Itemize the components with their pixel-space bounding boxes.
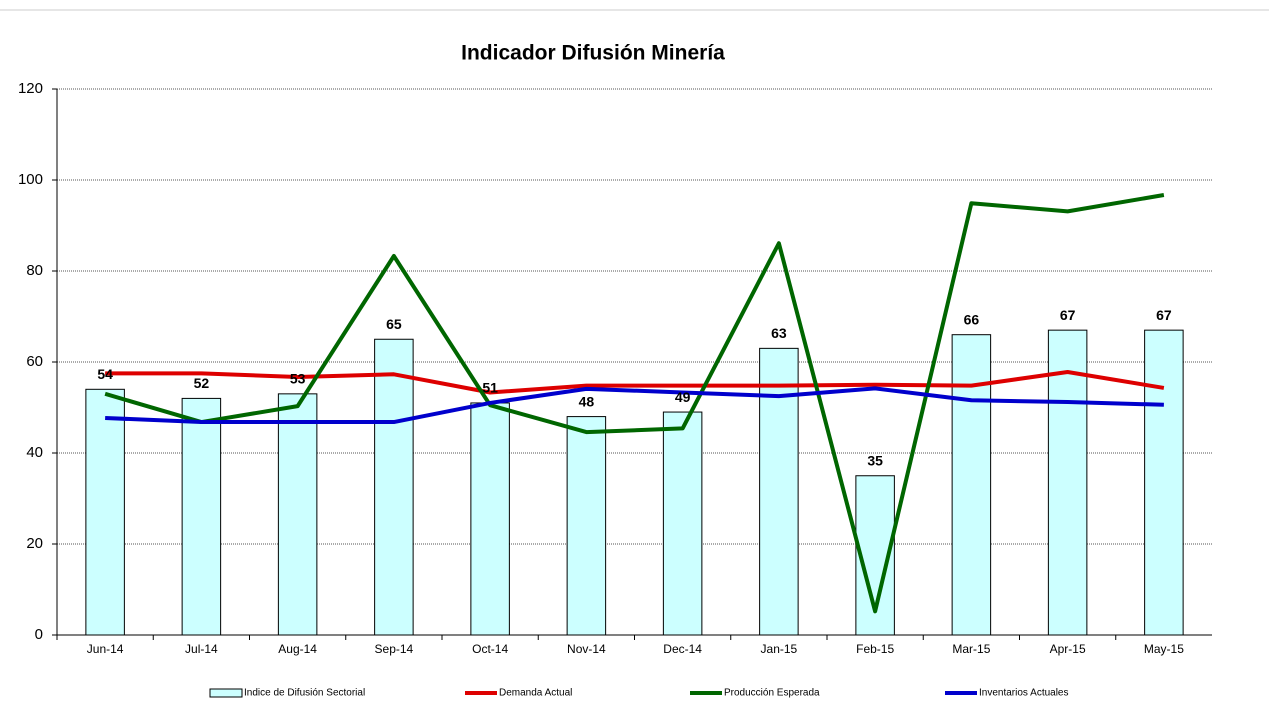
bar (566, 416, 607, 636)
value-label: 65 (386, 316, 402, 332)
line (104, 193, 1165, 614)
bar (1144, 329, 1184, 636)
chart-title: Indicador Difusión Minería (461, 42, 725, 65)
y-tick-label: 100 (18, 171, 43, 188)
x-tick-label: Jan-15 (761, 642, 798, 656)
value-label: 67 (1156, 307, 1172, 323)
value-label: 49 (675, 389, 691, 405)
x-tick-label: Feb-15 (856, 642, 894, 656)
bar (374, 338, 414, 636)
x-tick-label: Oct-14 (472, 642, 508, 656)
x-tick-label: Sep-14 (375, 642, 414, 656)
bar (470, 402, 510, 636)
line (105, 386, 1164, 425)
value-label: 63 (771, 325, 787, 341)
x-tick-label: Mar-15 (952, 642, 990, 656)
value-label: 67 (1060, 307, 1076, 323)
value-label: 51 (482, 380, 498, 396)
bar (662, 411, 703, 636)
x-tick-label: Nov-14 (567, 642, 606, 656)
legend-label: Demanda Actual (499, 688, 572, 699)
legend-label: Inventarios Actuales (979, 688, 1069, 699)
x-tick-label: May-15 (1144, 642, 1184, 656)
x-tick-label: Jul-14 (185, 642, 218, 656)
bar (181, 397, 222, 636)
value-label: 54 (97, 366, 113, 382)
bar (1047, 329, 1088, 636)
bar (85, 388, 125, 636)
legend-swatch (209, 688, 243, 698)
x-tick-label: Jun-14 (87, 642, 124, 656)
value-label: 48 (579, 393, 595, 409)
y-tick-label: 60 (26, 353, 43, 370)
legend-label: Indice de Difusión Sectorial (244, 688, 365, 699)
y-tick-label: 20 (26, 535, 43, 552)
bar (759, 347, 799, 636)
value-label: 66 (964, 311, 980, 327)
y-tick-label: 80 (26, 262, 43, 279)
value-label: 52 (194, 375, 210, 391)
line (105, 370, 1165, 395)
bar (277, 393, 318, 636)
x-tick-label: Apr-15 (1050, 642, 1086, 656)
bar (951, 334, 992, 636)
x-tick-label: Aug-14 (278, 642, 317, 656)
y-tick-label: 0 (35, 626, 43, 643)
legend-label: Producción Esperada (724, 688, 820, 699)
value-label: 53 (290, 371, 306, 387)
value-label: 35 (867, 452, 883, 468)
y-tick-label: 120 (18, 80, 43, 97)
y-tick-label: 40 (26, 444, 43, 461)
x-tick-label: Dec-14 (663, 642, 702, 656)
